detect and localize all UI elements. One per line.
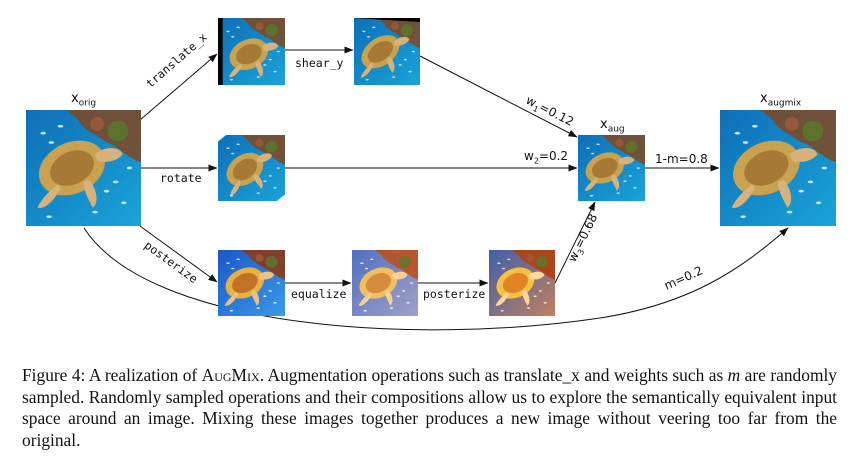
label-x-orig: xorig	[71, 91, 97, 109]
m-symbol: m	[727, 365, 741, 385]
arrow-w3	[554, 201, 596, 284]
figure-caption: Figure 4: A realization of AugMix. Augme…	[22, 365, 837, 450]
label-x-augmix: xaugmix	[760, 91, 802, 109]
image-posterize-2	[489, 250, 555, 316]
image-posterize-1	[218, 250, 285, 316]
label-x-aug: xaug	[600, 117, 625, 135]
image-translate-x	[218, 18, 285, 85]
weight-label-1-minus-m: 1-m=0.8	[655, 152, 708, 166]
weight-label-w2: w2=0.2	[524, 149, 569, 166]
image-shear-y	[354, 18, 420, 85]
image-x-orig	[26, 110, 141, 226]
arrow-translate	[139, 53, 218, 121]
arrow-posterize-1	[139, 225, 218, 283]
image-x-augmix	[720, 110, 836, 226]
method-name: AugMix	[201, 365, 260, 385]
arrow-w1	[419, 55, 578, 138]
image-x-aug	[578, 135, 645, 201]
image-equalize	[352, 250, 418, 316]
arrow-m	[83, 227, 789, 331]
op-label-equalize: equalize	[291, 287, 347, 301]
op-label-rotate: rotate	[160, 171, 202, 185]
image-rotate	[218, 135, 285, 201]
op-label-shear-y: shear_y	[295, 56, 344, 70]
op-label-posterize-2: posterize	[423, 287, 486, 301]
